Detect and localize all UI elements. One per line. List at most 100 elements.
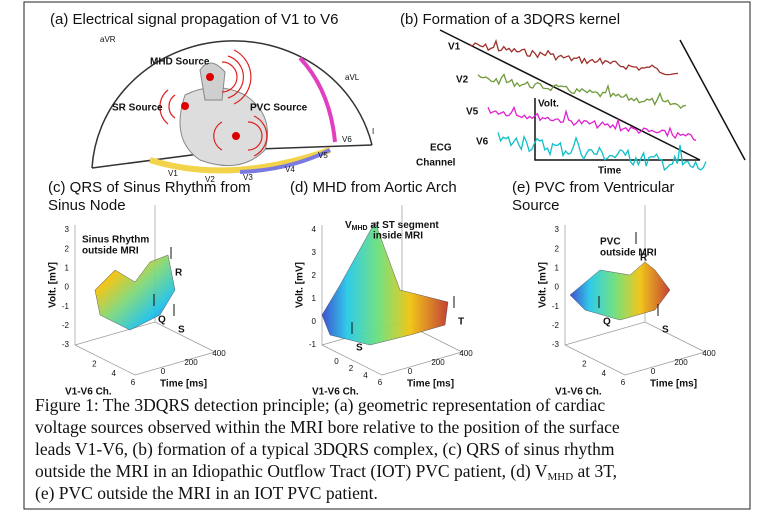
x-tick-label: 4 <box>111 369 116 378</box>
channel-label: V1 <box>448 42 461 53</box>
caption-line: leads V1-V6, (b) formation of a typical … <box>35 439 615 459</box>
axis-label: Time [ms] <box>160 379 207 390</box>
diagram-label: V5 <box>318 151 328 160</box>
channel-label: V2 <box>456 75 469 86</box>
caption-line: (e) PVC outside the MRI in an IOT PVC pa… <box>35 483 378 503</box>
peak-label: R <box>175 268 183 279</box>
x-tick-label: 200 <box>674 358 688 367</box>
peak-label: Q <box>158 315 166 326</box>
surface <box>321 221 449 346</box>
axis-label: Channel <box>416 158 456 169</box>
x-tick-label: 0 <box>161 367 166 376</box>
plot-3d <box>74 205 216 376</box>
y-tick-label: -1 <box>62 302 70 311</box>
diagram-label: SR Source <box>112 103 163 114</box>
y-tick-label: 3 <box>312 248 317 257</box>
y-tick-label: 0 <box>65 283 70 292</box>
channel-label: V6 <box>476 137 489 148</box>
panel-title: (e) PVC from Ventricular <box>512 179 675 196</box>
y-tick-label: -2 <box>552 321 560 330</box>
panel-title: Sinus Node <box>48 197 126 214</box>
axis-label: Volt. <box>538 99 559 110</box>
diagram-label: V6 <box>342 135 352 144</box>
diagram-label: aVR <box>100 35 116 44</box>
axis-label: ECG <box>430 143 452 154</box>
y-tick-label: -1 <box>552 302 560 311</box>
axis-label: V1-V6 Ch. <box>65 387 112 398</box>
ecg-trace <box>469 38 679 76</box>
caption-text: at 3T, <box>573 461 617 481</box>
x-tick-label: 2 <box>92 359 97 368</box>
caption-text: outside the MRI in an Idiopathic Outflow… <box>35 461 548 481</box>
y-tick-label: 4 <box>312 225 317 234</box>
peak-label: R <box>640 253 648 264</box>
surface <box>94 254 176 331</box>
x-tick-label: 6 <box>131 378 136 387</box>
y-tick-label: -3 <box>62 340 70 349</box>
panel-title: (c) QRS of Sinus Rhythm from <box>48 179 251 196</box>
peak-label: S <box>356 343 363 354</box>
axis-label: V1-V6 Ch. <box>312 387 359 398</box>
y-tick-label: 2 <box>555 244 560 253</box>
peak-label: S <box>662 325 669 336</box>
axis-label: Volt. [mV] <box>295 262 306 308</box>
y-tick-label: 2 <box>65 244 70 253</box>
diagram-label: V2 <box>205 175 215 184</box>
annotation: PVC <box>600 237 621 248</box>
annotation: inside MRI <box>373 231 423 242</box>
caption-line: outside the MRI in an Idiopathic Outflow… <box>35 461 617 483</box>
diagram-label: I <box>372 127 374 136</box>
plot-3d <box>321 205 463 376</box>
y-tick-label: 3 <box>555 225 560 234</box>
diagram-label: MHD Source <box>150 57 210 68</box>
diagram-label: aVL <box>345 73 360 82</box>
x-tick-label: 4 <box>363 371 368 380</box>
y-tick-label: 2 <box>312 271 317 280</box>
y-tick-label: -3 <box>552 340 560 349</box>
axis-label: Time <box>598 166 622 177</box>
annotation-text: V <box>345 220 352 231</box>
y-tick-label: 3 <box>65 225 70 234</box>
y-tick-label: 1 <box>65 263 70 272</box>
y-tick-label: 0 <box>555 283 560 292</box>
x-tick-label: 200 <box>431 358 445 367</box>
annotation: VMHD at ST segment <box>345 220 439 232</box>
surface <box>569 261 671 321</box>
x-tick-label: 0 <box>408 367 413 376</box>
panel-title: (a) Electrical signal propagation of V1 … <box>50 11 339 28</box>
axis-label: Time [ms] <box>650 379 697 390</box>
x-tick-label: 200 <box>184 358 198 367</box>
panel-title: Source <box>512 197 560 214</box>
y-tick-label: -1 <box>309 340 317 349</box>
x-tick-label: 6 <box>621 378 626 387</box>
ecg-traces <box>469 38 707 172</box>
axis-label: Time [ms] <box>407 379 454 390</box>
panel-title: (b) Formation of a 3DQRS kernel <box>400 11 620 28</box>
caption-line: Figure 1: The 3DQRS detection principle;… <box>35 395 605 415</box>
x-tick-label: 400 <box>702 349 716 358</box>
x-tick-label: 0 <box>651 367 656 376</box>
ecg-trace <box>477 73 687 110</box>
x-tick-label: 2 <box>349 364 354 373</box>
annotation-subscript: MHD <box>352 225 368 232</box>
axis-label: Volt. [mV] <box>48 262 59 308</box>
peak-label: T <box>458 317 464 328</box>
diagram-label: V3 <box>243 173 253 182</box>
annotation: Sinus Rhythm <box>82 235 149 246</box>
torso-diagram <box>91 40 373 174</box>
ecg-trace <box>497 132 707 172</box>
channel-label: V5 <box>466 107 479 118</box>
axis-label: Volt. [mV] <box>538 262 549 308</box>
diagram-label: V1 <box>168 169 178 178</box>
caption-line: voltage sources observed within the MRI … <box>35 417 620 437</box>
diagram-label: PVC Source <box>250 103 308 114</box>
y-tick-label: 1 <box>555 263 560 272</box>
ecg-trace <box>487 105 697 142</box>
axis-label: V1-V6 Ch. <box>555 387 602 398</box>
x-tick-label: 0 <box>334 357 339 366</box>
annotation: outside MRI <box>82 246 139 257</box>
y-tick-label: -2 <box>62 321 70 330</box>
x-tick-label: 6 <box>378 378 383 387</box>
